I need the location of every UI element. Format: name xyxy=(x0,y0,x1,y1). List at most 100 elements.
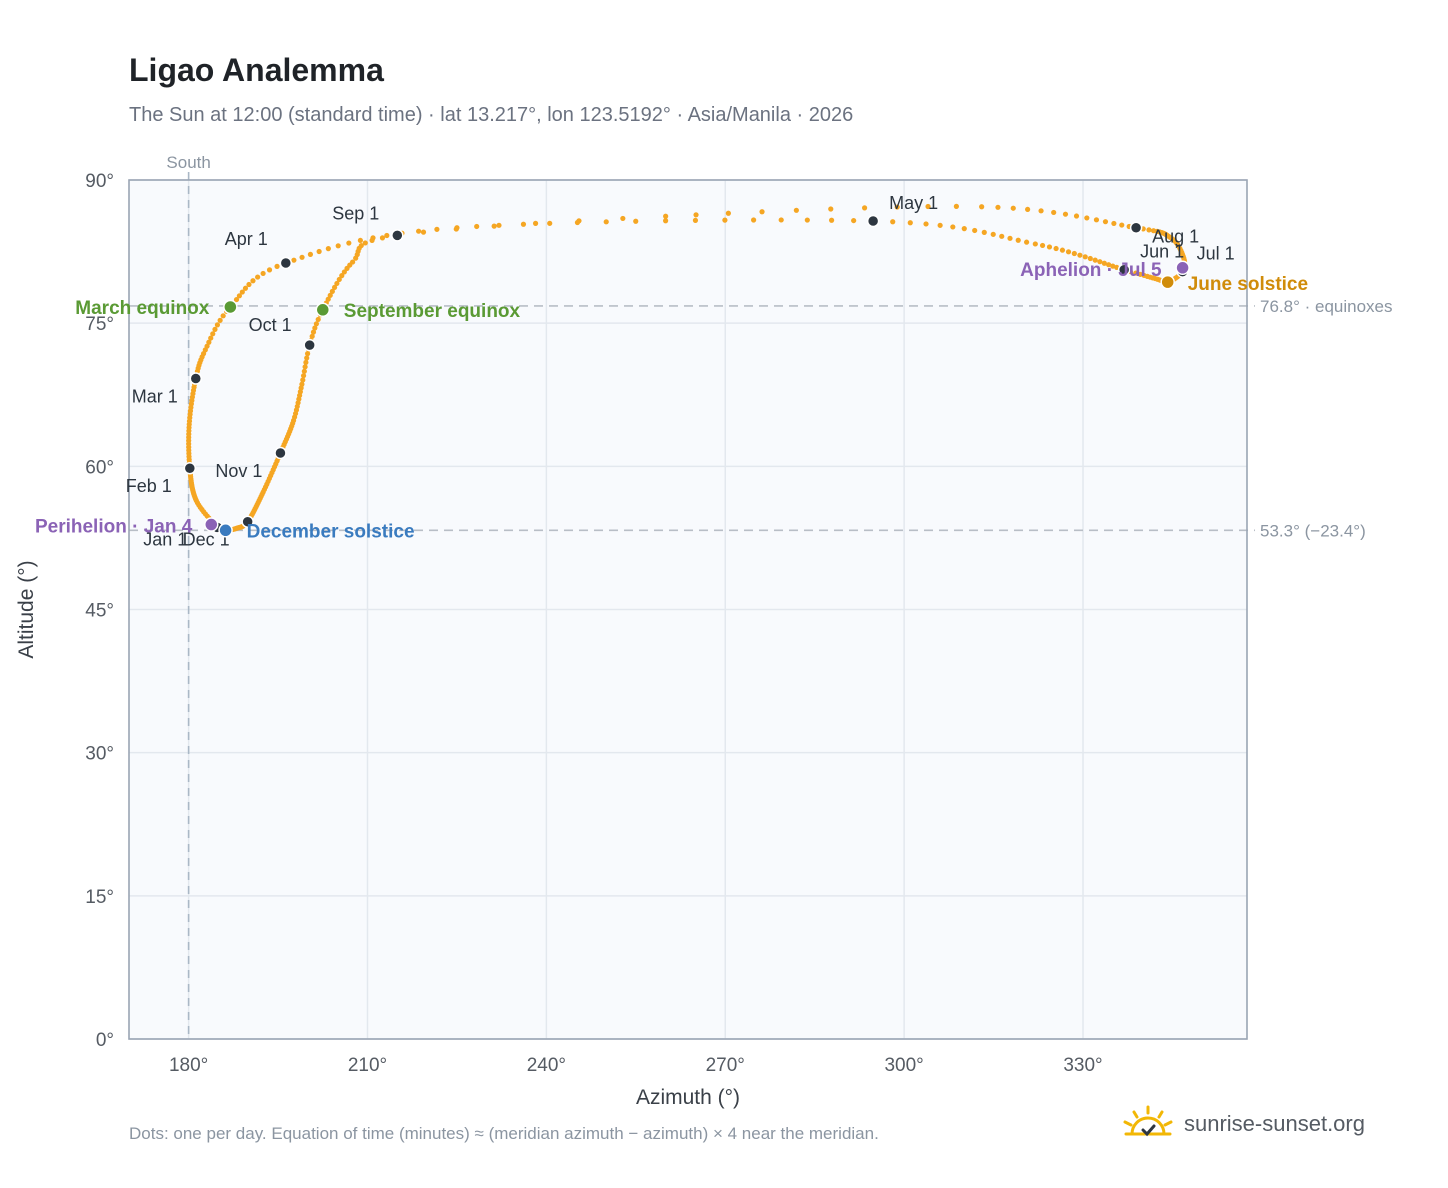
month-label: May 1 xyxy=(889,193,938,213)
daily-dot xyxy=(1025,206,1031,213)
daily-dot xyxy=(1065,249,1072,255)
event-label: Perihelion · Jan 4 xyxy=(35,517,193,538)
y-tick-label: 30° xyxy=(85,744,114,765)
daily-dot xyxy=(307,251,314,257)
daily-dot xyxy=(434,226,440,232)
daily-dot xyxy=(1106,262,1112,268)
daily-dot xyxy=(255,274,261,280)
daily-dot xyxy=(291,257,297,263)
month-marker xyxy=(1129,221,1143,234)
daily-dot xyxy=(362,240,368,246)
daily-dot xyxy=(894,204,900,210)
month-label: Mar 1 xyxy=(132,387,178,407)
daily-dot xyxy=(309,333,315,339)
sunrise-icon xyxy=(1123,1105,1173,1137)
daily-dot xyxy=(325,246,331,252)
daily-dot xyxy=(663,218,669,224)
month-label: Jul 1 xyxy=(1197,244,1235,264)
x-tick-label: 240° xyxy=(527,1055,566,1076)
daily-dot xyxy=(315,316,321,323)
daily-dot xyxy=(1150,228,1157,234)
daily-dot xyxy=(474,223,480,230)
month-marker xyxy=(183,461,197,475)
daily-dot xyxy=(496,222,502,228)
equinox-reference-label: 76.8° · equinoxes xyxy=(1260,297,1393,316)
daily-dot xyxy=(217,317,223,323)
daily-dot xyxy=(1073,213,1080,219)
daily-dot xyxy=(357,237,363,244)
month-label: Jun 1 xyxy=(1140,242,1184,262)
daily-dot xyxy=(890,219,896,225)
daily-dot xyxy=(907,220,913,226)
daily-dot xyxy=(663,213,669,219)
daily-dot xyxy=(692,217,699,223)
daily-dot xyxy=(532,220,539,226)
daily-dot xyxy=(1071,250,1077,257)
daily-dot xyxy=(1015,237,1021,243)
event-marker xyxy=(1175,260,1190,276)
daily-dot xyxy=(999,233,1005,239)
daily-dot xyxy=(1077,252,1083,258)
daily-dot xyxy=(953,203,959,209)
month-label: Aug 1 xyxy=(1152,227,1199,247)
daily-dot xyxy=(233,296,240,303)
daily-dot xyxy=(353,255,359,261)
daily-dot xyxy=(416,228,422,234)
daily-dot xyxy=(236,293,242,299)
daily-dot xyxy=(620,215,626,222)
x-axis-title: Azimuth (°) xyxy=(636,1086,740,1109)
daily-dot xyxy=(1038,208,1044,214)
daily-dot xyxy=(1133,270,1139,276)
daily-dot xyxy=(520,221,527,227)
daily-dot xyxy=(778,217,784,223)
y-tick-label: 15° xyxy=(85,887,114,908)
daily-dot xyxy=(491,223,497,229)
daily-dot xyxy=(925,203,931,210)
chart-title: Ligao Analemma xyxy=(129,52,384,88)
daily-dot xyxy=(335,243,341,249)
event-label: March equinox xyxy=(75,298,210,319)
daily-dot xyxy=(310,329,317,335)
daily-dot xyxy=(995,204,1001,210)
daily-dot xyxy=(300,377,306,383)
daily-dot xyxy=(214,322,221,328)
daily-dot xyxy=(266,267,273,273)
y-tick-label: 0° xyxy=(96,1030,114,1051)
daily-dot xyxy=(633,218,639,224)
month-label: Feb 1 xyxy=(126,476,172,496)
daily-dot xyxy=(1102,219,1109,225)
daily-dot xyxy=(453,226,459,232)
daily-dot xyxy=(1010,205,1016,211)
event-marker xyxy=(315,302,331,318)
daily-dot xyxy=(299,254,305,260)
event-marker xyxy=(204,517,219,532)
daily-dot xyxy=(303,359,309,366)
daily-dot xyxy=(1062,211,1069,217)
month-marker xyxy=(391,229,404,242)
month-label: Nov 1 xyxy=(215,461,262,481)
month-label: Sep 1 xyxy=(332,203,379,223)
daily-dot xyxy=(206,339,212,345)
daily-dot xyxy=(981,229,987,235)
daily-dot xyxy=(327,292,333,298)
event-label: June solstice xyxy=(1188,274,1308,295)
daily-dot xyxy=(212,326,218,332)
daily-dot xyxy=(990,231,996,237)
daily-dot xyxy=(1053,245,1059,252)
x-tick-label: 330° xyxy=(1063,1055,1102,1076)
daily-dot xyxy=(1111,220,1117,227)
daily-dot xyxy=(1119,222,1125,228)
brand-logo[interactable]: sunrise-sunset.org xyxy=(1122,1104,1365,1144)
daily-dot xyxy=(725,210,731,216)
y-axis-title: Altitude (°) xyxy=(15,560,38,658)
daily-dot xyxy=(804,217,810,223)
y-tick-label: 90° xyxy=(85,171,114,192)
event-marker xyxy=(218,523,233,538)
daily-dot xyxy=(1110,263,1116,269)
month-marker xyxy=(303,338,316,352)
daily-dot xyxy=(1087,255,1093,262)
daily-dot xyxy=(420,229,427,235)
x-tick-label: 180° xyxy=(169,1055,208,1076)
daily-dot xyxy=(1007,235,1013,241)
